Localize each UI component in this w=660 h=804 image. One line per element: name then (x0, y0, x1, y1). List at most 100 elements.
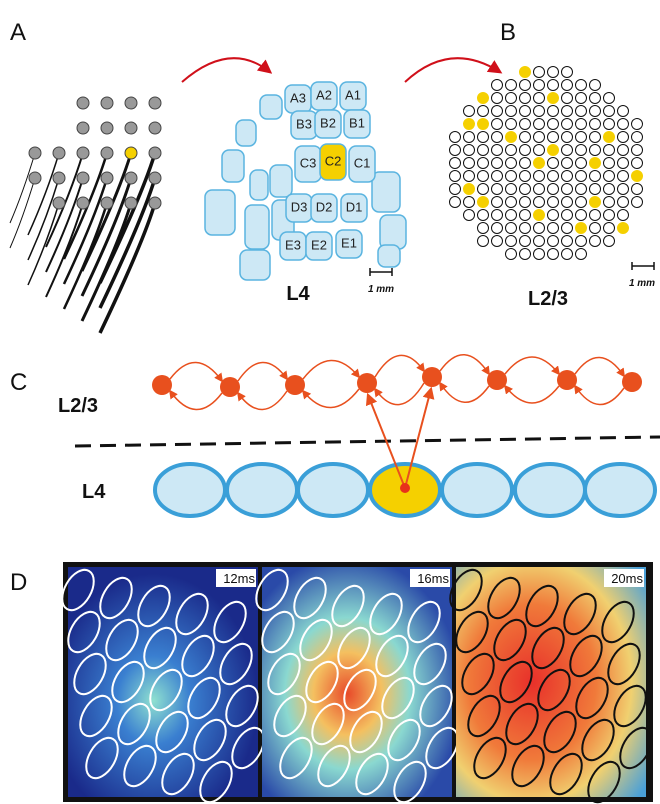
barrel (380, 215, 406, 249)
cell (506, 158, 517, 169)
cell (506, 119, 517, 130)
connection (505, 386, 559, 403)
cell (576, 223, 587, 234)
cell (506, 184, 517, 195)
cell (618, 145, 629, 156)
cell (590, 210, 601, 221)
barrel (270, 165, 292, 197)
barrel (250, 170, 268, 200)
cell (492, 236, 503, 247)
connection (238, 391, 287, 410)
cell (548, 210, 559, 221)
cell (548, 236, 559, 247)
connection (303, 360, 359, 379)
cell (520, 236, 531, 247)
cell (604, 93, 615, 104)
cell (632, 184, 643, 195)
cell (632, 132, 643, 143)
arrow (405, 58, 500, 82)
scale-bar (632, 262, 654, 270)
cell (576, 106, 587, 117)
cell (534, 106, 545, 117)
whisker (28, 203, 59, 285)
cell (562, 132, 573, 143)
cell (562, 158, 573, 169)
panel-label: D (10, 569, 27, 596)
barrel (236, 120, 256, 146)
cell (520, 119, 531, 130)
cell (632, 158, 643, 169)
cell (604, 158, 615, 169)
arrow (182, 58, 270, 82)
cell (618, 158, 629, 169)
follicle (29, 172, 41, 184)
cell (534, 80, 545, 91)
barrel (378, 245, 400, 267)
cell (548, 106, 559, 117)
barrel-label: D1 (346, 199, 363, 214)
cell (478, 171, 489, 182)
cell (562, 106, 573, 117)
cell (562, 171, 573, 182)
cell (618, 223, 629, 234)
neuron (422, 367, 442, 387)
barrel-label: B1 (349, 115, 365, 130)
cell (492, 184, 503, 195)
cell (562, 93, 573, 104)
cell (520, 223, 531, 234)
cell (506, 106, 517, 117)
cell (520, 249, 531, 260)
cell (534, 249, 545, 260)
cell (618, 119, 629, 130)
connection (375, 383, 424, 405)
cell (506, 145, 517, 156)
cell (604, 197, 615, 208)
cell (576, 236, 587, 247)
cell (478, 184, 489, 195)
cell (534, 210, 545, 221)
cell (534, 171, 545, 182)
layer-label: L4 (286, 283, 310, 305)
cell (464, 210, 475, 221)
cell (492, 145, 503, 156)
cell (604, 171, 615, 182)
cell (562, 80, 573, 91)
follicle (125, 122, 137, 134)
cell (576, 210, 587, 221)
source (400, 483, 410, 493)
barrel-label: C1 (354, 155, 371, 170)
follicle (53, 172, 65, 184)
cell (618, 184, 629, 195)
barrel (372, 172, 400, 212)
cell (534, 158, 545, 169)
barrel-label: E1 (341, 235, 357, 250)
cell (506, 80, 517, 91)
barrel-map: A3A2A1B3B2B1C3C2C1D3D2D1E3E2E1 (205, 82, 406, 280)
cell (506, 93, 517, 104)
scale-label: 1 mm (629, 278, 655, 289)
follicle (149, 172, 161, 184)
cell (562, 145, 573, 156)
whisker-pad (10, 97, 161, 333)
barrel-label: D2 (316, 199, 333, 214)
cell (534, 119, 545, 130)
heatmap (262, 567, 452, 797)
cell (478, 106, 489, 117)
circuit (75, 355, 660, 516)
cell (492, 210, 503, 221)
cell (618, 106, 629, 117)
cell (492, 132, 503, 143)
cell (464, 132, 475, 143)
cell (478, 210, 489, 221)
cell (534, 132, 545, 143)
cell (576, 132, 587, 143)
cell (534, 145, 545, 156)
cell (604, 236, 615, 247)
scale-label: 1 mm (368, 284, 394, 295)
neuron (220, 377, 240, 397)
cell (492, 119, 503, 130)
cell (604, 223, 615, 234)
whisker (10, 153, 35, 223)
time-label: 16ms (417, 571, 449, 586)
cell (604, 132, 615, 143)
